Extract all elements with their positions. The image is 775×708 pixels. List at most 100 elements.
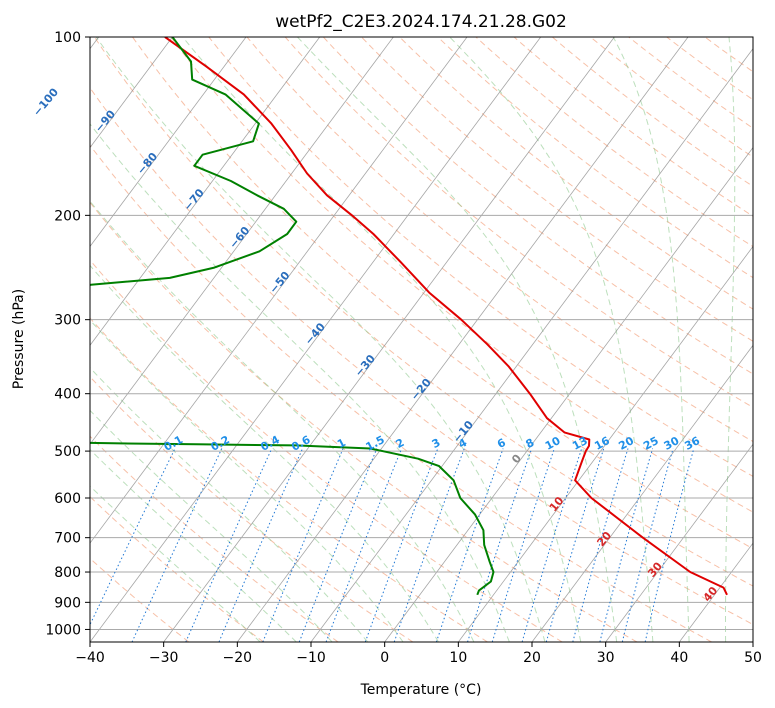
moist-adiabat bbox=[762, 37, 775, 642]
isotherm bbox=[90, 37, 542, 642]
y-tick-label: 800 bbox=[54, 565, 81, 581]
isotherm-label: 0 bbox=[509, 452, 524, 466]
dewpoint-line bbox=[90, 37, 495, 596]
isotherm-label: 40 bbox=[701, 584, 721, 604]
isotherm bbox=[384, 146, 753, 642]
mixing-ratio-line bbox=[393, 448, 465, 642]
mixing-ratio-label: 16 bbox=[592, 434, 612, 453]
dry-adiabat bbox=[322, 37, 753, 375]
y-tick-label: 200 bbox=[54, 208, 81, 224]
isotherm bbox=[531, 344, 753, 642]
mixing-ratio-label: 13 bbox=[570, 434, 590, 453]
mixing-ratio-line bbox=[491, 448, 555, 642]
isotherm bbox=[752, 641, 753, 642]
mixing-ratio-line bbox=[364, 448, 439, 642]
mixing-ratio-label: 25 bbox=[641, 434, 661, 453]
isotherm bbox=[90, 37, 247, 248]
isotherm-label: −100 bbox=[30, 85, 61, 118]
mixing-ratio-line bbox=[262, 448, 344, 642]
y-tick-label: 600 bbox=[54, 491, 81, 507]
dry-adiabat bbox=[170, 37, 753, 513]
x-tick-label: 20 bbox=[523, 650, 541, 666]
moist-adiabat bbox=[90, 264, 439, 642]
temperature-line bbox=[164, 37, 728, 596]
isotherm bbox=[458, 245, 753, 642]
dry-adiabat bbox=[90, 201, 638, 642]
mixing-ratio-line bbox=[435, 448, 504, 642]
moist-adiabat bbox=[297, 37, 618, 642]
moist-adiabat bbox=[90, 123, 510, 642]
isotherm bbox=[90, 37, 173, 149]
series-group bbox=[90, 37, 728, 596]
plot-frame bbox=[89, 36, 754, 643]
mixing-ratio-line bbox=[467, 448, 533, 642]
isotherm-label: 30 bbox=[645, 559, 665, 579]
y-tick-label: 1000 bbox=[45, 622, 81, 638]
dry-adiabat bbox=[90, 435, 339, 642]
mixing-ratio-line bbox=[644, 448, 695, 642]
isotherm-label: 10 bbox=[547, 494, 567, 514]
x-tick-label: −40 bbox=[75, 650, 105, 666]
x-tick-label: 40 bbox=[670, 650, 688, 666]
dry-adiabat bbox=[666, 37, 753, 101]
isotherm-label: −20 bbox=[408, 376, 434, 403]
isotherm-label: −70 bbox=[181, 186, 207, 213]
y-tick-label: 500 bbox=[54, 444, 81, 460]
isotherm-label: −30 bbox=[352, 352, 378, 379]
x-tick-label: 0 bbox=[380, 650, 389, 666]
isotherm bbox=[90, 37, 394, 445]
moist-adiabat bbox=[95, 37, 546, 642]
dry-adiabat bbox=[90, 317, 488, 642]
isotherm bbox=[90, 37, 468, 544]
isotherm bbox=[605, 443, 753, 642]
moist-adiabat bbox=[90, 485, 261, 642]
dry-adiabat bbox=[93, 37, 753, 587]
mixing-ratio-line bbox=[298, 448, 378, 642]
mixing-ratio-label: 3 bbox=[430, 436, 443, 451]
moist-adiabat bbox=[449, 37, 654, 642]
moist-adiabat bbox=[182, 37, 582, 642]
isotherm-label: −60 bbox=[227, 224, 253, 251]
x-tick-label: 50 bbox=[744, 650, 762, 666]
mixing-ratio-line bbox=[599, 448, 654, 642]
line-labels: 0.1 0.2 0.4 0.6 1 1.5 2 3 4 6 8 10 13 16 20 25 30 36−100−… bbox=[30, 85, 720, 604]
isotherm bbox=[163, 37, 615, 642]
x-tick-label: −10 bbox=[296, 650, 326, 666]
dry-adiabat bbox=[90, 376, 414, 642]
dry-adiabat bbox=[90, 87, 753, 626]
mixing-ratio-line bbox=[521, 448, 583, 642]
mixing-ratio-line bbox=[545, 448, 605, 642]
moist-adiabat bbox=[612, 37, 690, 642]
isotherm-label: −40 bbox=[302, 320, 328, 347]
y-tick-label: 400 bbox=[54, 387, 81, 403]
dry-adiabat bbox=[284, 37, 753, 408]
mixing-ratio-label: 6 bbox=[495, 436, 508, 451]
mixing-ratio-label: 10 bbox=[543, 434, 563, 453]
mixing-ratio-line bbox=[621, 448, 674, 642]
isotherm bbox=[90, 37, 321, 347]
mixing-ratio-label: 30 bbox=[662, 434, 682, 453]
mixing-ratio-label: 1 bbox=[335, 436, 348, 451]
dry-adiabat bbox=[513, 37, 753, 217]
y-tick-label: 300 bbox=[54, 313, 81, 329]
x-tick-label: 30 bbox=[597, 650, 615, 666]
y-tick-label: 700 bbox=[54, 531, 81, 547]
mixing-ratio-line bbox=[572, 448, 629, 642]
mixing-ratio-line bbox=[218, 448, 304, 642]
isotherm-label: −10 bbox=[450, 418, 476, 445]
moist-adiabat bbox=[90, 448, 297, 642]
axis-ticks: −40 −30 −20 −10 0 10 20 30 40 5010020030040050060… bbox=[45, 30, 762, 666]
y-tick-label: 900 bbox=[54, 595, 81, 611]
mixing-ratio-label: 36 bbox=[682, 434, 702, 453]
isotherm-label: −50 bbox=[267, 269, 293, 296]
isotherm-label: 20 bbox=[594, 529, 614, 549]
mixing-ratio-line bbox=[90, 448, 176, 626]
mixing-ratio-label: 20 bbox=[616, 434, 636, 453]
chart-title: wetPf2_C2E3.2024.174.21.28.G02 bbox=[275, 12, 567, 32]
dry-adiabat bbox=[90, 496, 264, 642]
y-tick-label: 100 bbox=[54, 30, 81, 46]
moist-adiabat bbox=[90, 409, 333, 642]
dry-adiabat bbox=[704, 37, 753, 73]
background-lines bbox=[90, 37, 775, 642]
